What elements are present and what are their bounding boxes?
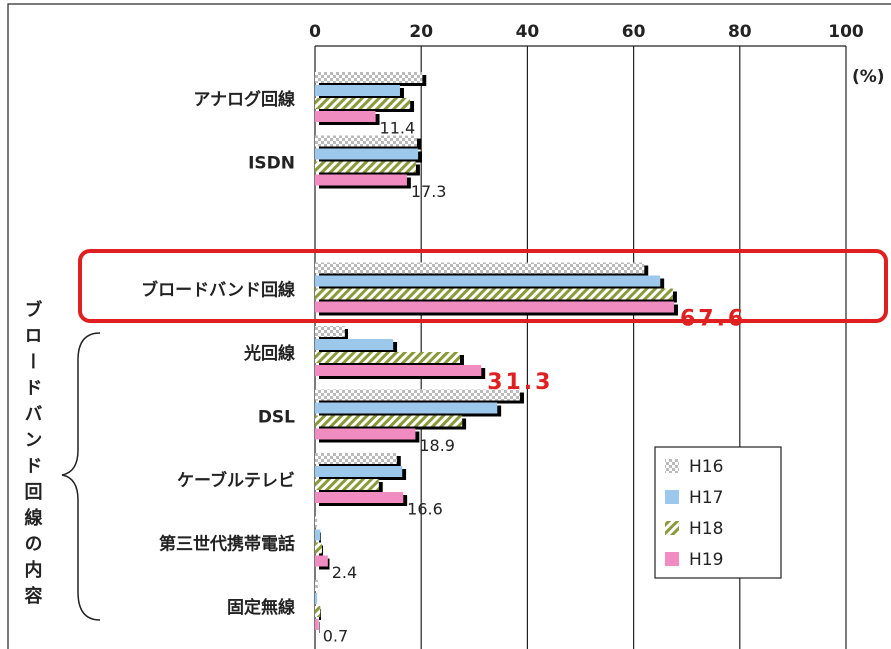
category-label: アナログ回線 <box>193 89 295 110</box>
bar <box>315 262 645 274</box>
value-label: 17.3 <box>411 182 447 201</box>
x-tick-label: 100 <box>828 22 864 42</box>
category-label: 光回線 <box>243 343 295 364</box>
bars <box>315 72 674 630</box>
brace <box>61 332 101 621</box>
bar <box>315 326 345 337</box>
legend-key <box>665 552 679 566</box>
bar <box>315 365 482 376</box>
value-label: 18.9 <box>419 436 455 455</box>
bar <box>315 555 328 567</box>
bar <box>315 542 322 554</box>
value-label: 31.3 <box>487 370 553 395</box>
bar <box>315 98 411 109</box>
category-label: ISDN <box>248 154 295 174</box>
bar <box>315 288 673 300</box>
legend-label: H17 <box>689 488 723 508</box>
unit-label: (%) <box>852 67 885 87</box>
bar <box>315 135 417 147</box>
category-label: 固定無線 <box>227 597 295 618</box>
x-tick-label: 60 <box>622 22 646 42</box>
value-label: 16.6 <box>407 500 443 519</box>
bar <box>315 148 419 160</box>
bar <box>315 619 319 630</box>
bar <box>315 606 321 617</box>
x-tick-label: 0 <box>309 22 321 42</box>
value-label: 2.4 <box>332 563 357 582</box>
bar <box>315 529 321 541</box>
x-tick-label: 40 <box>516 22 540 42</box>
bar <box>315 415 463 427</box>
bar <box>315 593 318 604</box>
bar <box>315 72 423 83</box>
bar <box>315 402 498 414</box>
category-label: ブロードバンド回線 <box>141 280 295 301</box>
bar <box>315 339 394 350</box>
bar <box>315 85 400 96</box>
value-label: 11.4 <box>380 119 416 138</box>
value-label: 67.6 <box>680 307 746 332</box>
x-tick-label: 20 <box>409 22 433 42</box>
bar <box>315 580 319 591</box>
bar <box>315 428 416 440</box>
frame <box>7 3 891 649</box>
legend-label: H16 <box>689 457 723 477</box>
bar <box>315 466 403 477</box>
bar <box>315 453 397 464</box>
bar <box>315 479 379 490</box>
legend-label: H18 <box>689 519 723 539</box>
bar <box>315 275 661 287</box>
category-label: ケーブルテレビ <box>177 470 295 491</box>
category-label: DSL <box>258 408 295 428</box>
bar <box>315 492 404 503</box>
legend-key <box>665 521 679 535</box>
group-label: ブロードバンド回線の内容 <box>22 299 43 612</box>
bar <box>315 352 460 363</box>
legend-label: H19 <box>689 550 723 570</box>
bar <box>315 516 318 528</box>
x-tick-label: 80 <box>728 22 752 42</box>
bar <box>315 389 520 401</box>
bar <box>315 161 416 173</box>
category-label: 第三世代携帯電話 <box>159 534 295 555</box>
legend-key <box>665 459 679 473</box>
legend-items: H16 H17 H18 H19 <box>665 457 723 570</box>
value-label: 0.7 <box>323 627 348 646</box>
legend-key <box>665 490 679 504</box>
bar <box>315 174 407 186</box>
bar <box>315 301 674 313</box>
highlight-box <box>78 249 888 323</box>
bar <box>315 111 376 122</box>
